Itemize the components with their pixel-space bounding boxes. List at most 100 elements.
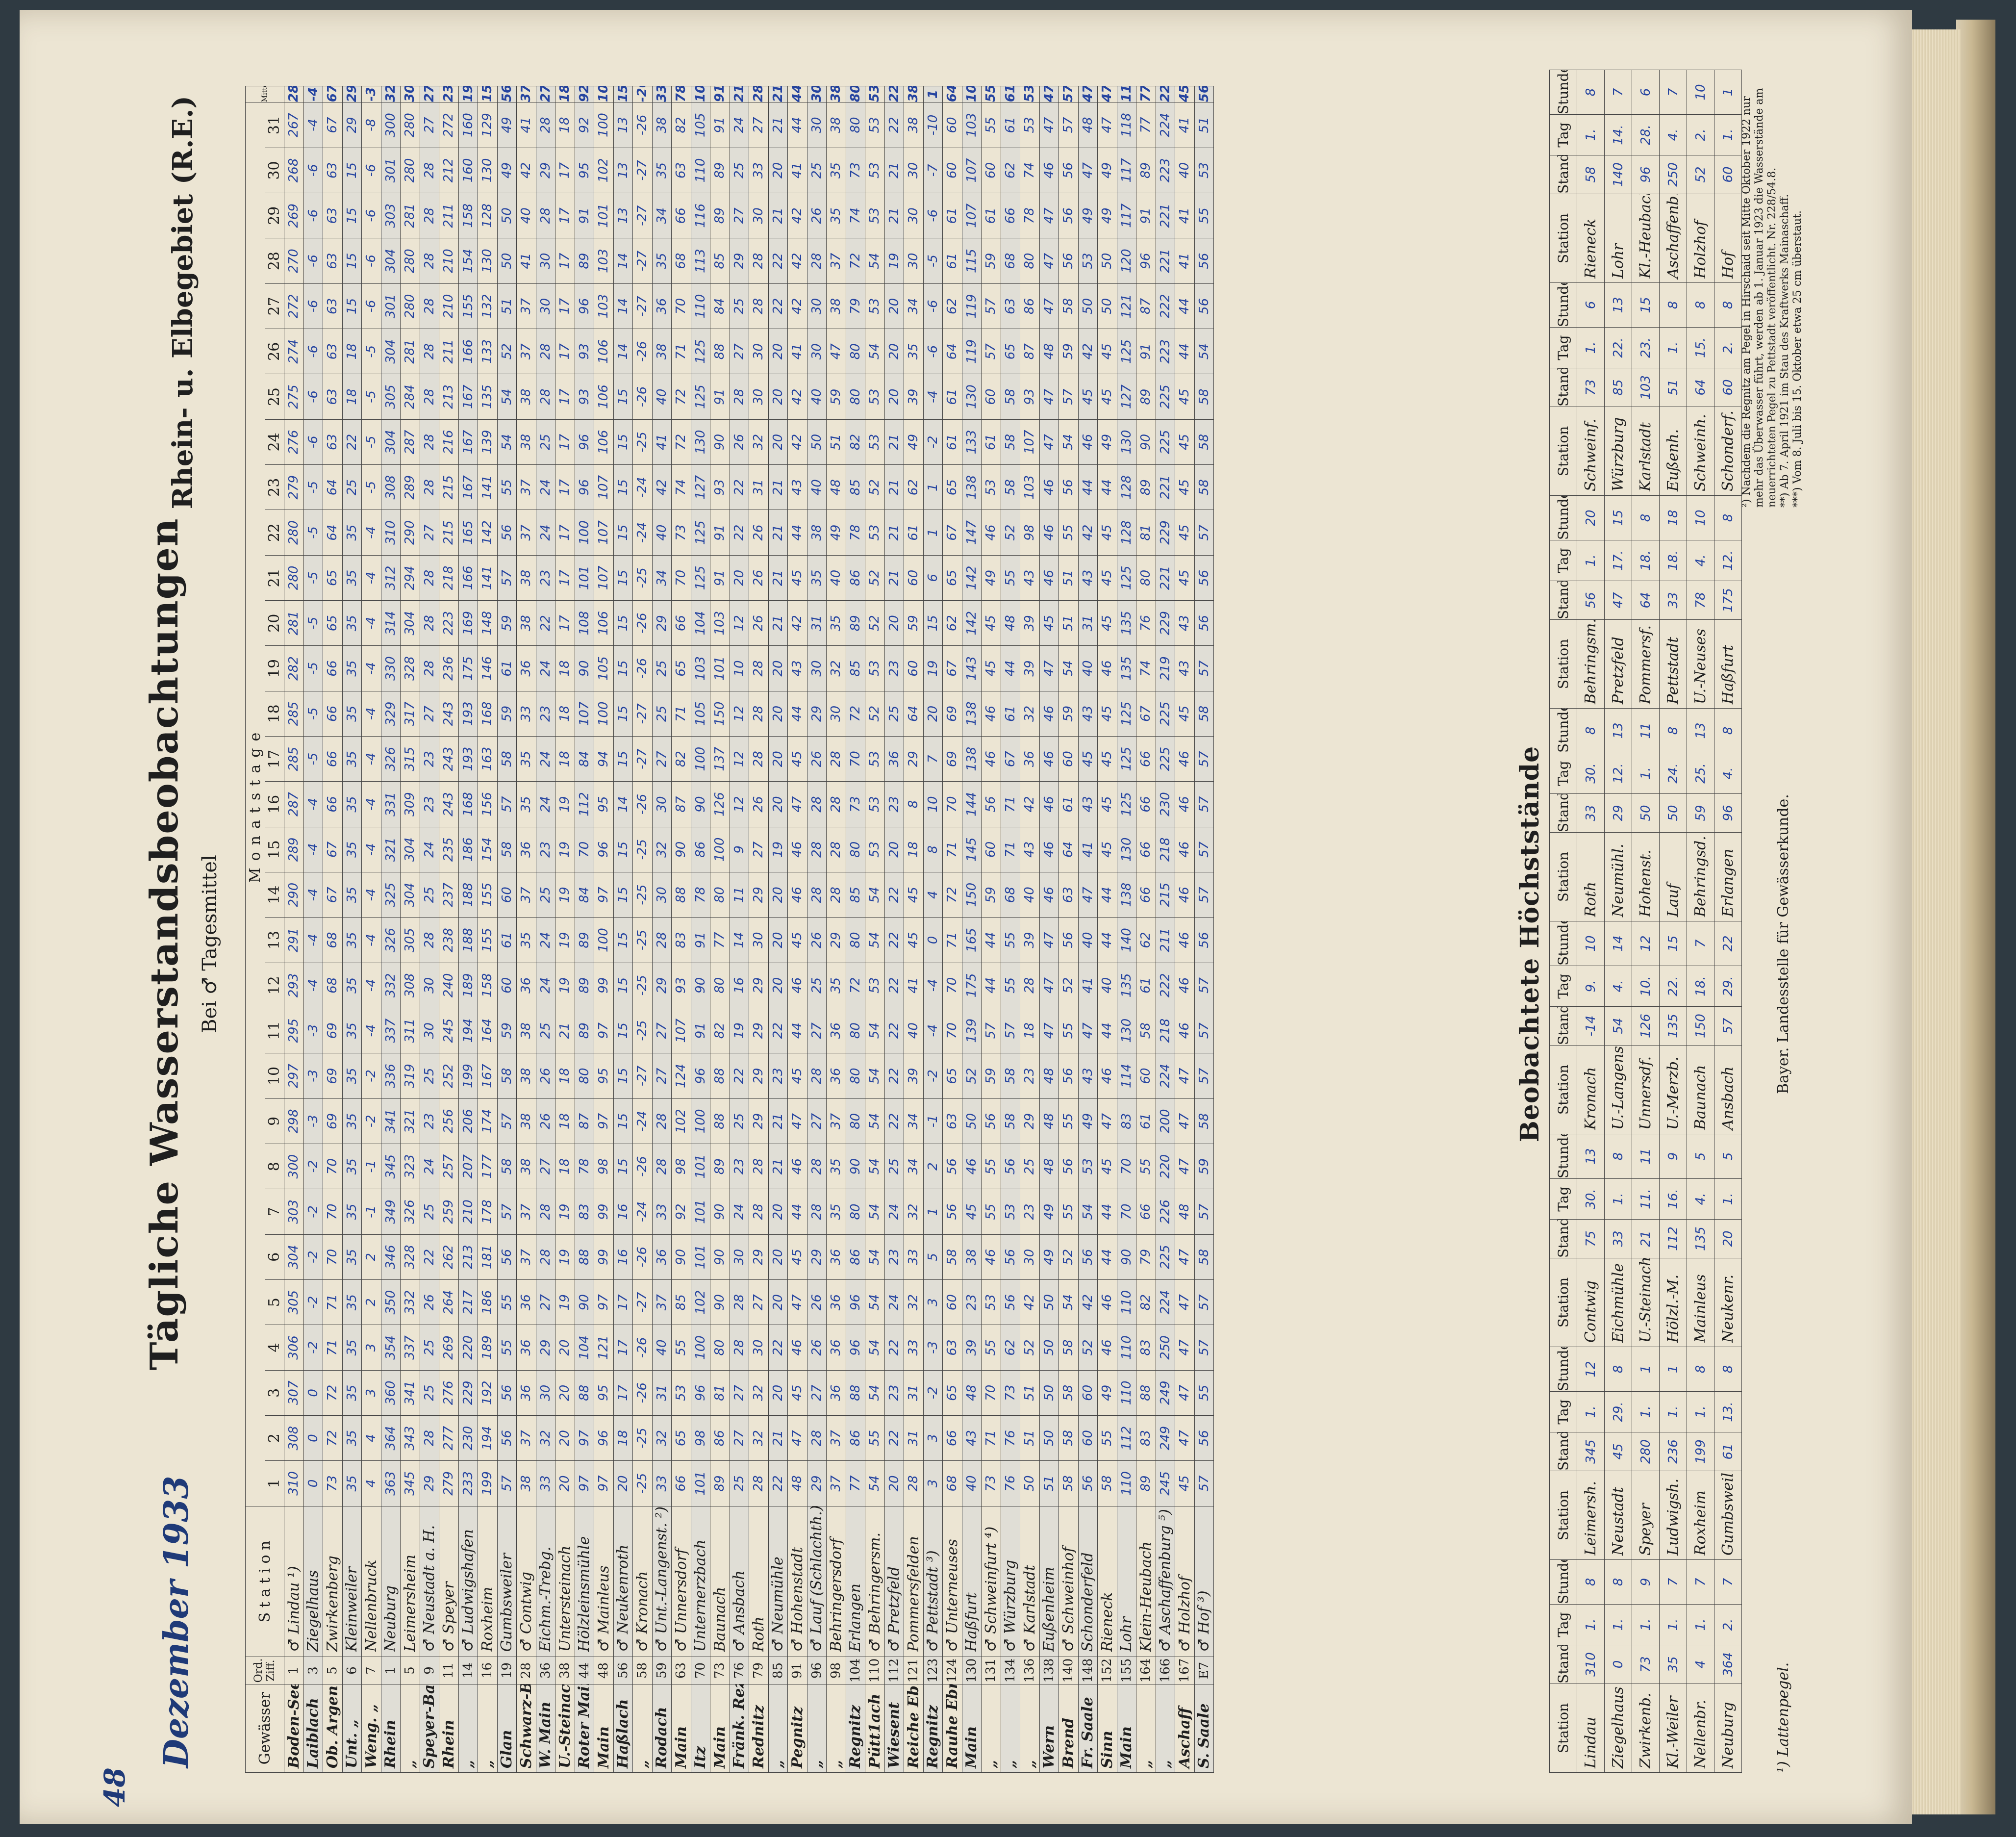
hoechst-station: Kl.-Heubach bbox=[1632, 194, 1660, 283]
hoechst-header-stunde: Stunde bbox=[1549, 708, 1577, 753]
value-cell: 84 bbox=[710, 283, 730, 329]
value-cell: 178 bbox=[478, 1189, 497, 1235]
day-header: 18 bbox=[265, 691, 284, 737]
value-cell: 22 bbox=[420, 1234, 439, 1280]
hoechst-station: Hohenst. bbox=[1632, 832, 1660, 921]
value-cell: 22 bbox=[884, 102, 904, 148]
value-cell: 46 bbox=[1039, 555, 1059, 601]
value-cell: 72 bbox=[846, 963, 865, 1008]
value-cell: 42 bbox=[516, 148, 536, 193]
ord-cell: 131 bbox=[981, 1657, 1001, 1684]
value-cell: 43 bbox=[1078, 781, 1098, 827]
value-cell: 105 bbox=[691, 102, 710, 148]
value-cell: 12 bbox=[730, 736, 749, 782]
value-cell: 45 bbox=[787, 917, 807, 963]
value-cell: 1 bbox=[923, 1189, 943, 1235]
value-cell: 125 bbox=[691, 510, 710, 556]
hoechst-stand: 61 bbox=[1714, 1432, 1742, 1471]
hoechst-station: Zwirkenb. bbox=[1632, 1684, 1660, 1773]
value-cell: 21 bbox=[884, 419, 904, 465]
value-cell: 30 bbox=[749, 329, 768, 374]
value-cell: -3 bbox=[303, 1053, 323, 1099]
value-cell: 40 bbox=[516, 193, 536, 238]
value-cell: 35 bbox=[904, 329, 923, 374]
value-cell: 54 bbox=[865, 917, 884, 963]
value-cell: 47 bbox=[1175, 1415, 1194, 1461]
value-cell: 3 bbox=[923, 1279, 943, 1325]
value-cell: 23 bbox=[536, 691, 555, 737]
value-cell: 100 bbox=[594, 917, 613, 963]
value-cell: 90 bbox=[671, 827, 691, 872]
value-cell: 66 bbox=[323, 645, 342, 691]
ord-cell: 58 bbox=[632, 1657, 652, 1684]
value-cell: 29 bbox=[749, 1008, 768, 1053]
value-cell: 223 bbox=[1156, 148, 1175, 193]
ord-cell: 5 bbox=[400, 1657, 420, 1684]
value-cell: 213 bbox=[458, 1234, 478, 1280]
value-cell: 321 bbox=[381, 827, 401, 872]
value-cell: 53 bbox=[1001, 1189, 1020, 1235]
value-cell: 22 bbox=[730, 510, 749, 556]
value-cell: -4 bbox=[303, 872, 323, 918]
value-cell: 101 bbox=[691, 1460, 710, 1506]
value-cell: -6 bbox=[303, 419, 323, 465]
value-cell: 22 bbox=[884, 917, 904, 963]
hoechst-stand: 364 bbox=[1714, 1645, 1742, 1684]
value-cell: 298 bbox=[284, 1098, 303, 1144]
value-cell: 249 bbox=[1156, 1415, 1175, 1461]
value-cell: 40 bbox=[807, 374, 827, 420]
value-cell: 82 bbox=[710, 1008, 730, 1053]
value-cell: 36 bbox=[826, 1325, 846, 1371]
value-cell: 181 bbox=[478, 1234, 497, 1280]
value-cell: 130 bbox=[691, 419, 710, 465]
value-cell: 86 bbox=[710, 1415, 730, 1461]
value-cell: 60 bbox=[497, 872, 517, 918]
value-cell: 47 bbox=[1175, 1053, 1194, 1099]
value-cell: 294 bbox=[400, 555, 420, 601]
value-cell: 35 bbox=[826, 963, 846, 1008]
ord-cell: 44 bbox=[575, 1657, 594, 1684]
value-cell: 49 bbox=[1078, 1098, 1098, 1144]
value-cell: -6 bbox=[303, 329, 323, 374]
value-cell: 15 bbox=[613, 374, 633, 420]
value-cell: -5 bbox=[303, 510, 323, 556]
hoechst-header-row: Station Stand Tag Stunde Station Stand Tag Stun… bbox=[1549, 70, 1577, 1773]
hoechst-stand: 0 bbox=[1604, 1645, 1632, 1684]
station-cell: ♂ Behringersm. bbox=[865, 1506, 884, 1657]
value-cell: 30 bbox=[1020, 1234, 1039, 1280]
value-cell: 199 bbox=[478, 1460, 497, 1506]
value-cell: 28 bbox=[420, 600, 439, 646]
value-cell: 57 bbox=[1194, 510, 1214, 556]
ord-cell: 63 bbox=[671, 1657, 691, 1684]
value-cell: 29 bbox=[730, 238, 749, 284]
value-cell: 32 bbox=[904, 1279, 923, 1325]
value-cell: 34 bbox=[652, 193, 672, 238]
hoechst-stunde: 13 bbox=[1687, 708, 1714, 753]
value-cell: 44 bbox=[1001, 645, 1020, 691]
table-row: Pütt1ach 110 ♂ Behringersm. 54 55 54 54 54 54 54 5… bbox=[865, 86, 884, 1773]
value-cell: 18 bbox=[555, 102, 575, 148]
value-cell: 17 bbox=[555, 510, 575, 556]
value-cell: 230 bbox=[1156, 781, 1175, 827]
hoechst-station: Neumühl. bbox=[1604, 832, 1632, 921]
value-cell: 14 bbox=[613, 238, 633, 284]
value-cell: 52 bbox=[865, 464, 884, 510]
value-cell: 36 bbox=[516, 1370, 536, 1416]
value-cell: 24 bbox=[536, 464, 555, 510]
value-cell: 56 bbox=[1058, 148, 1078, 193]
value-cell: 215 bbox=[439, 464, 458, 510]
value-cell: 36 bbox=[652, 1234, 672, 1280]
value-cell: 23 bbox=[884, 645, 904, 691]
book-page: 48 Dezember 1933 Tägliche Wasserstandsbe… bbox=[20, 10, 1912, 1824]
value-cell: 144 bbox=[962, 781, 982, 827]
value-cell: 17 bbox=[555, 555, 575, 601]
value-cell: 200 bbox=[1156, 1098, 1175, 1144]
value-cell: 100 bbox=[575, 510, 594, 556]
value-cell: 57 bbox=[981, 329, 1001, 374]
value-cell: 110 bbox=[691, 148, 710, 193]
value-cell: 46 bbox=[1097, 1325, 1117, 1371]
value-cell: 57 bbox=[1058, 374, 1078, 420]
value-cell: 8 bbox=[904, 781, 923, 827]
value-cell: 65 bbox=[323, 555, 342, 601]
value-cell: 155 bbox=[458, 283, 478, 329]
